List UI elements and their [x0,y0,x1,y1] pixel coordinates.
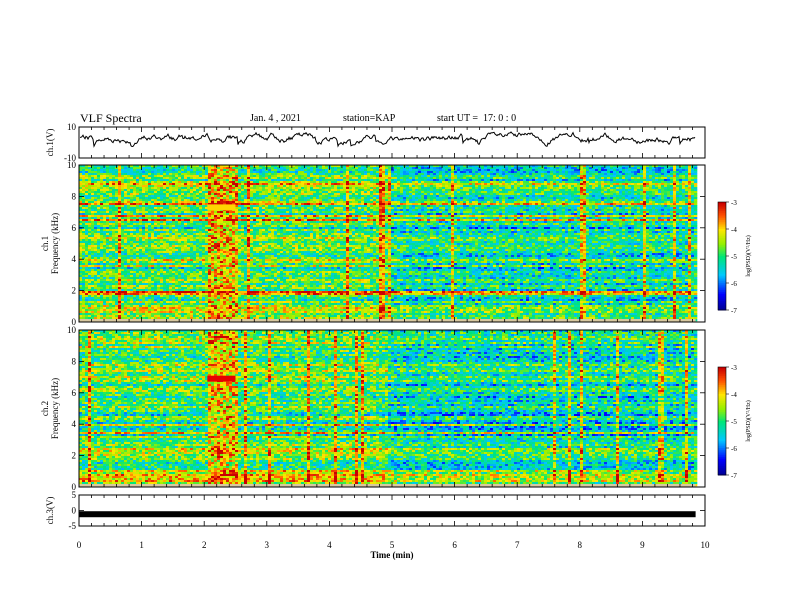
x-tick-label: 0 [77,540,82,550]
y-tick-label: 10 [67,122,77,132]
colorbar-tick-label: -3 [731,364,737,372]
tone-line-ch2 [207,376,235,382]
y-axis-label-panel-4: ch.3(V) [45,497,55,525]
x-tick-label: 7 [515,540,520,550]
colorbar-ch1: -3 -4 -5 -6 -7 log(PSD)(V²/Hz) [718,199,752,315]
colorbar-tick-label: -6 [731,445,737,453]
spectrogram-ch1 [79,165,697,322]
y-tick-label: 6 [72,223,77,233]
x-tick-label: 9 [640,540,645,550]
x-tick-label: 8 [578,540,583,550]
x-tick-label: 2 [202,540,207,550]
x-tick-label: 5 [390,540,395,550]
y-tick-label: -5 [69,521,77,531]
colorbar-tick-label: -5 [731,253,737,261]
colorbar-tick-label: -3 [731,199,737,207]
colorbar-tick-label: -4 [731,391,737,399]
x-tick-label: 3 [265,540,270,550]
y-tick-label: 10 [67,160,77,170]
x-tick-label: 6 [452,540,457,550]
colorbar-tick-label: -7 [731,472,737,480]
y-tick-label: 2 [72,451,77,461]
y-tick-label: 4 [72,419,77,429]
y-tick-label: 6 [72,388,77,398]
colorbar-tick-label: -7 [731,307,737,315]
vlf-figure: 10-10ch.1(V)0246810ch.1 Frequency (kHz)02… [0,0,792,612]
tone-line-ch1 [207,204,235,210]
x-tick-label: 10 [701,540,711,550]
y-tick-label: 10 [67,325,77,335]
y-tick-label: 8 [72,191,77,201]
x-axis-label: Time (min) [370,550,413,560]
y-axis-label-panel-1: ch.1(V) [45,129,55,157]
x-tick-label: 4 [327,540,332,550]
y-tick-label: 8 [72,356,77,366]
y-tick-label: 0 [72,506,77,516]
colorbar-ch2: -3 -4 -5 -6 -7 log(PSD)(V²/Hz) [718,364,752,480]
colorbar-tick-label: -4 [731,226,737,234]
x-tick-label: 1 [139,540,144,550]
y-tick-label: 4 [72,254,77,264]
y-tick-label: 2 [72,286,77,296]
colorbar-tick-label: -6 [731,280,737,288]
ch3-waveform-line [79,511,696,517]
y-axis-label-panel-2: ch.1 Frequency (kHz) [40,213,60,274]
y-tick-label: 5 [72,490,77,500]
y-axis-label-panel-3: ch.2 Frequency (kHz) [40,378,60,439]
colorbar-label: log(PSD)(V²/Hz) [745,400,752,441]
ch1-waveform-line [80,132,695,147]
colorbar-label: log(PSD)(V²/Hz) [745,235,752,276]
colorbar-tick-label: -5 [731,418,737,426]
spectrogram-ch2 [79,330,697,487]
